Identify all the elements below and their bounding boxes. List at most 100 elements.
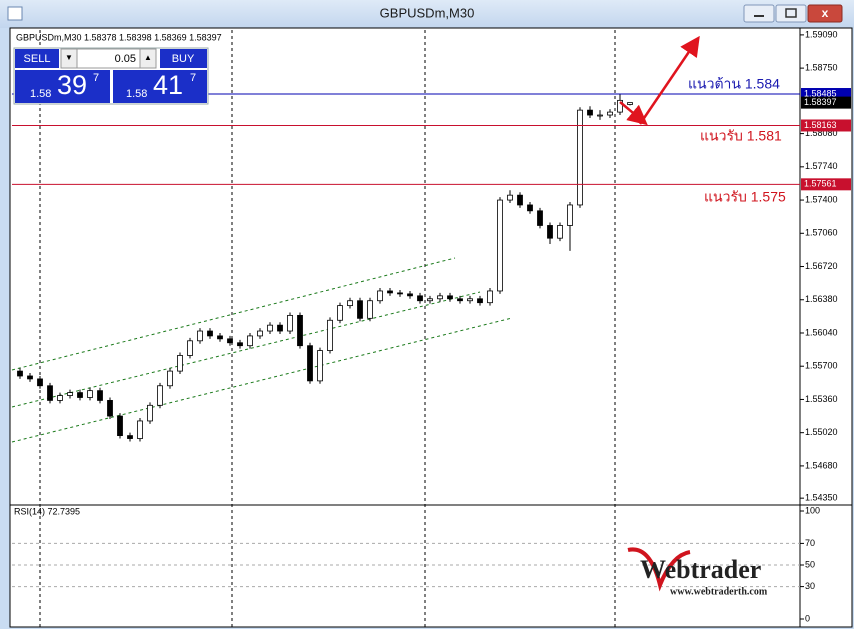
candle-body: [107, 400, 113, 417]
candle-body: [517, 194, 523, 206]
candle-body: [17, 370, 23, 377]
close-button[interactable]: [807, 4, 843, 23]
candle-body: [37, 378, 43, 387]
arrows: [619, 35, 700, 126]
y-tick-label: 1.56720: [805, 261, 838, 271]
last-price-label: 1.58397: [804, 97, 837, 107]
candle-body: [427, 298, 433, 302]
candle-body: [197, 330, 203, 342]
candle-body: [617, 99, 623, 113]
y-tick-label: 50: [805, 559, 815, 569]
candle-body: [137, 420, 143, 439]
candle-body: [587, 109, 593, 116]
candle-body: [67, 392, 73, 396]
y-tick-label: 1.57740: [805, 161, 838, 171]
y-tick-label: 0: [805, 613, 810, 623]
lot-up[interactable]: [139, 48, 157, 69]
sell-button[interactable]: [15, 49, 59, 68]
y-tick-label: 30: [805, 581, 815, 591]
close-icon: x: [822, 6, 829, 20]
candle-body: [537, 210, 543, 226]
lot-down-icon: ▼: [65, 53, 73, 62]
sell-price-point: 7: [93, 72, 99, 84]
channel-upper: [11, 257, 456, 371]
candle-body: [497, 199, 503, 292]
channel-lower: [11, 317, 513, 443]
candle-body: [457, 298, 463, 302]
candle-body: [247, 335, 253, 347]
candle-body: [257, 330, 263, 337]
candle-body: [567, 204, 573, 226]
logo-mark: [627, 547, 691, 592]
candle-body: [87, 390, 93, 398]
chart-area: [9, 27, 853, 628]
candle-body: [297, 314, 303, 347]
candle-body: [27, 375, 33, 380]
candle-body: [97, 390, 103, 401]
buy-price-prefix: 1.58: [126, 88, 147, 100]
candle-body: [577, 109, 583, 206]
logo-name: Webtrader: [640, 555, 761, 584]
lot-value: 0.05: [115, 53, 136, 65]
y-tick-label: 100: [805, 505, 820, 515]
minimize-button[interactable]: [743, 4, 775, 23]
window-icon: [7, 6, 23, 21]
price-level-label: 1.57561: [804, 179, 837, 189]
candle-body: [417, 295, 423, 302]
candle-body: [287, 314, 293, 332]
candle-body: [387, 290, 393, 294]
y-tick-label: 1.57400: [805, 194, 838, 204]
lot-up-icon: ▲: [144, 53, 152, 62]
candle-body: [207, 330, 213, 337]
candle-body: [237, 342, 243, 347]
y-tick-label: 1.55020: [805, 427, 838, 437]
price-level-label: 1.58163: [804, 120, 837, 130]
trade-panel: SELL ▼ 0.05 ▲ BUY 1.58 39 7 1.58 41 7: [13, 47, 209, 105]
candle-body: [337, 305, 343, 321]
y-tick-label: 1.59090: [805, 29, 838, 39]
candle-body: [487, 290, 493, 304]
candle-body: [507, 194, 513, 201]
candle-body: [557, 225, 563, 239]
sell-label: SELL: [24, 53, 51, 65]
rsi-label: RSI(14) 72.7395: [14, 506, 80, 516]
y-tick-label: 1.55700: [805, 361, 838, 371]
sell-price-prefix: 1.58: [30, 88, 51, 100]
resistance-annotation: แนวต้าน 1.584: [688, 76, 780, 92]
sell-price-big: 39: [57, 70, 87, 100]
candle-body: [47, 385, 53, 401]
candle-body: [307, 345, 313, 382]
candle-body: [397, 292, 403, 295]
candle-body: [527, 204, 533, 212]
y-tick-label: 70: [805, 538, 815, 548]
up-arrow: [638, 35, 700, 125]
candle-body: [357, 300, 363, 319]
y-tick-label: 1.58750: [805, 62, 838, 72]
candle-body: [127, 435, 133, 439]
y-tick-label: 1.55360: [805, 394, 838, 404]
candle-body: [327, 319, 333, 351]
logo: Webtrader www.webtraderth.com: [627, 547, 768, 597]
buy-price-box[interactable]: [113, 70, 207, 103]
candle-body: [467, 298, 473, 302]
support-annotation: แนวรับ 1.581: [700, 128, 782, 144]
candle-body: [407, 293, 413, 297]
y-tick-label: 1.56040: [805, 327, 838, 337]
chart-info: GBPUSDm,M30 1.58378 1.58398 1.58369 1.58…: [16, 32, 222, 42]
candle-body: [477, 298, 483, 304]
candle-body: [187, 340, 193, 356]
candle-body: [57, 395, 63, 401]
candle-body: [77, 392, 83, 398]
maximize-button[interactable]: [775, 4, 807, 23]
buy-button[interactable]: [160, 49, 207, 68]
candle-body: [147, 404, 153, 422]
sell-price-box[interactable]: [15, 70, 110, 103]
buy-price-point: 7: [190, 72, 196, 84]
candle-body: [167, 370, 173, 387]
candle-body: [437, 295, 443, 300]
y-tick-label: 1.57060: [805, 228, 838, 238]
down-arrow: [619, 101, 648, 126]
y-tick-label: 1.56380: [805, 294, 838, 304]
candle-body: [367, 300, 373, 319]
